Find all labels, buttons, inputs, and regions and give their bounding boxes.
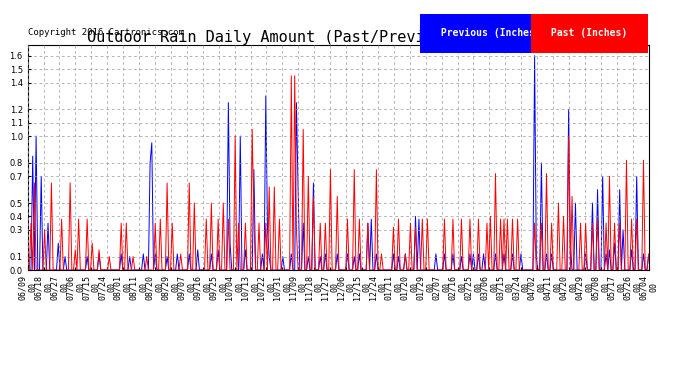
Text: Copyright 2016 Cartronics.com: Copyright 2016 Cartronics.com [28,28,184,37]
Text: Previous (Inches): Previous (Inches) [435,28,546,38]
Title: Outdoor Rain Daily Amount (Past/Previous Year) 20160609: Outdoor Rain Daily Amount (Past/Previous… [87,30,589,45]
Text: Past (Inches): Past (Inches) [545,28,633,38]
